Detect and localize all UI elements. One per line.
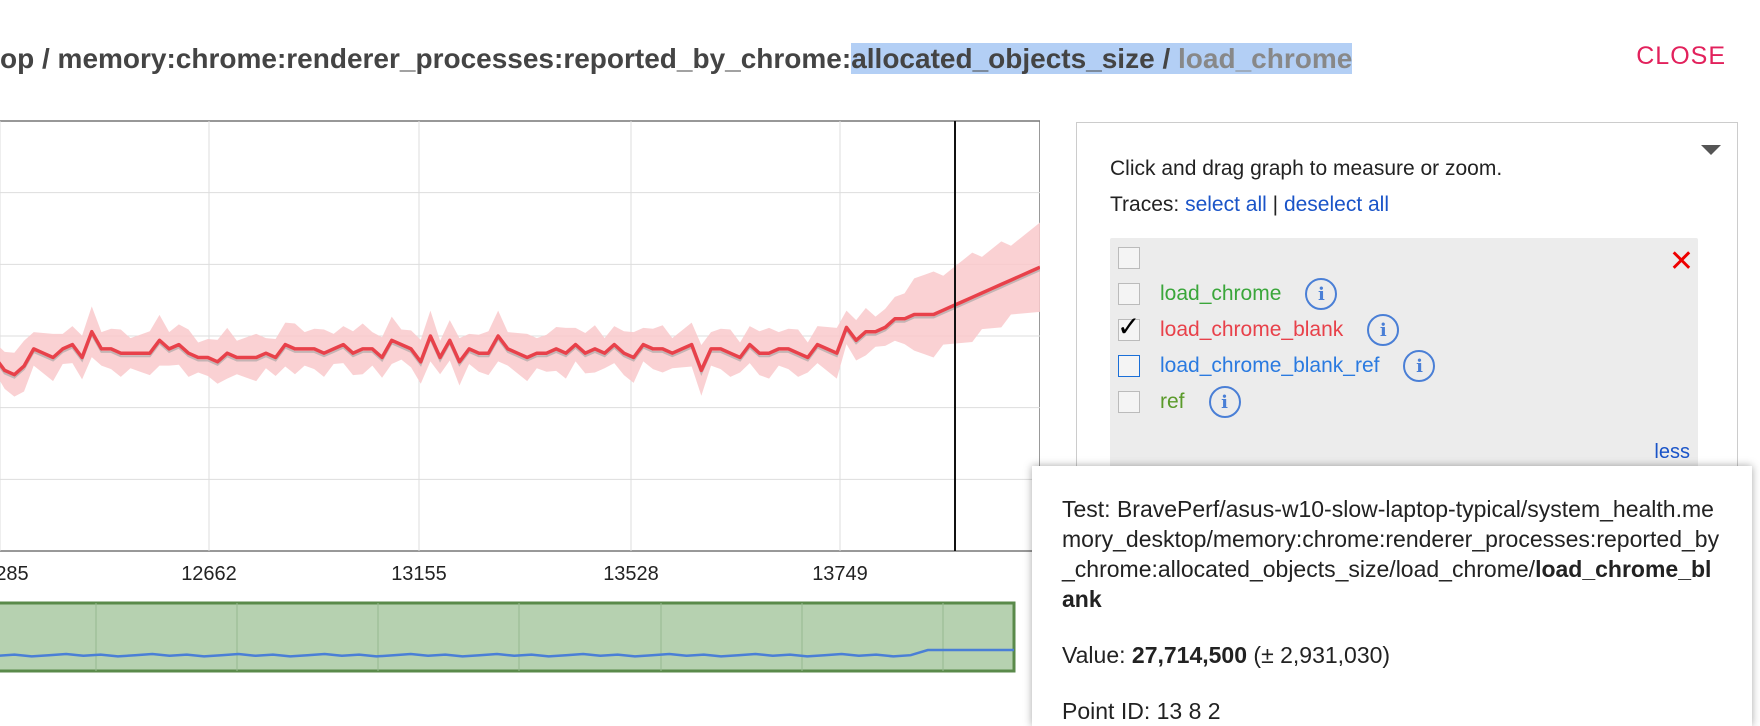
title-prefix: op / memory:chrome:renderer_processes:re… xyxy=(0,43,852,74)
close-icon[interactable]: ✕ xyxy=(1668,245,1694,278)
chart-title: op / memory:chrome:renderer_processes:re… xyxy=(0,37,1480,81)
x-tick-label: 13528 xyxy=(603,563,659,585)
hint-text: Click and drag graph to measure or zoom. xyxy=(1110,157,1503,180)
traces-controls: Traces: select all | deselect all xyxy=(1110,193,1389,217)
series-line xyxy=(0,265,1040,377)
tooltip-value: Value: 27,714,500 (± 2,931,030) xyxy=(1062,640,1722,670)
trace-label[interactable]: load_chrome_blank xyxy=(1160,318,1344,341)
less-link[interactable]: less xyxy=(1654,441,1690,463)
overview-strip xyxy=(0,601,1016,673)
trace-label[interactable]: load_chrome_blank_ref xyxy=(1160,354,1380,377)
chevron-down-icon[interactable] xyxy=(1701,145,1721,155)
trace-checkbox[interactable] xyxy=(1118,283,1140,305)
traces-label: Traces: xyxy=(1110,193,1180,216)
x-tick-label: 13155 xyxy=(391,563,447,585)
trace-checkbox[interactable] xyxy=(1118,247,1140,269)
tooltip-value-label: Value: xyxy=(1062,642,1132,668)
title-highlight: allocated_objects_size / load_chrome xyxy=(851,43,1353,74)
tooltip-test-label: Test: xyxy=(1062,496,1117,522)
trace-checkbox[interactable] xyxy=(1118,391,1140,413)
tooltip-test: Test: BravePerf/asus-w10-slow-laptop-typ… xyxy=(1062,494,1722,614)
x-tick-label: 12662 xyxy=(181,563,237,585)
tooltip-extra: Point ID: 13 8 2 xyxy=(1062,698,1221,724)
traces-separator: | xyxy=(1272,193,1279,216)
info-icon[interactable]: i xyxy=(1208,386,1241,418)
trace-checkbox[interactable]: ✓ xyxy=(1117,312,1140,342)
tooltip-test-bold: load_chrome_blank xyxy=(1062,556,1712,612)
title-highlight-story: load_chrome xyxy=(1178,43,1353,74)
trace-row: load_chrome_blank_ref i xyxy=(1118,350,1436,382)
select-all-link[interactable]: select all xyxy=(1185,193,1267,216)
overview-line xyxy=(0,648,1014,658)
info-icon[interactable]: i xyxy=(1367,314,1400,346)
title-highlight-metric: allocated_objects_size xyxy=(851,43,1155,74)
trace-row: ✓ load_chrome_blank i xyxy=(1117,312,1400,346)
x-tick-label: 285 xyxy=(0,563,29,585)
chart-svg[interactable]: 2851266213155135281374962022-09-162022-1… xyxy=(0,118,1040,678)
title-separator: / xyxy=(1154,43,1179,74)
trace-label[interactable]: ref xyxy=(1160,390,1185,413)
info-icon[interactable]: i xyxy=(1403,350,1436,382)
trace-label[interactable]: load_chrome xyxy=(1160,282,1282,305)
trace-checkbox[interactable] xyxy=(1118,355,1140,377)
x-tick-label: 13749 xyxy=(812,563,868,585)
trace-row: load_chrome i xyxy=(1118,278,1338,310)
trace-list: ✕ load_chrome i ✓ load_chrome_blank i load_ch… xyxy=(1110,238,1698,468)
info-icon[interactable]: i xyxy=(1305,278,1338,310)
error-band xyxy=(0,222,1040,397)
checkmark-icon: ✓ xyxy=(1117,311,1141,342)
trace-row xyxy=(1118,244,1140,272)
deselect-all-link[interactable]: deselect all xyxy=(1283,193,1389,216)
close-button[interactable]: CLOSE xyxy=(1636,42,1726,70)
tooltip-test-path: BravePerf/asus-w10-slow-laptop-typical/s… xyxy=(1062,496,1720,582)
series-shadow xyxy=(0,269,1040,379)
chart-area[interactable]: 2851266213155135281374962022-09-162022-1… xyxy=(0,118,1040,678)
tooltip-value-error: (± 2,931,030) xyxy=(1253,642,1391,668)
tooltip-value-number: 27,714,500 xyxy=(1131,642,1248,668)
trace-row: ref i xyxy=(1118,386,1241,418)
point-tooltip: Test: BravePerf/asus-w10-slow-laptop-typ… xyxy=(1032,466,1752,726)
